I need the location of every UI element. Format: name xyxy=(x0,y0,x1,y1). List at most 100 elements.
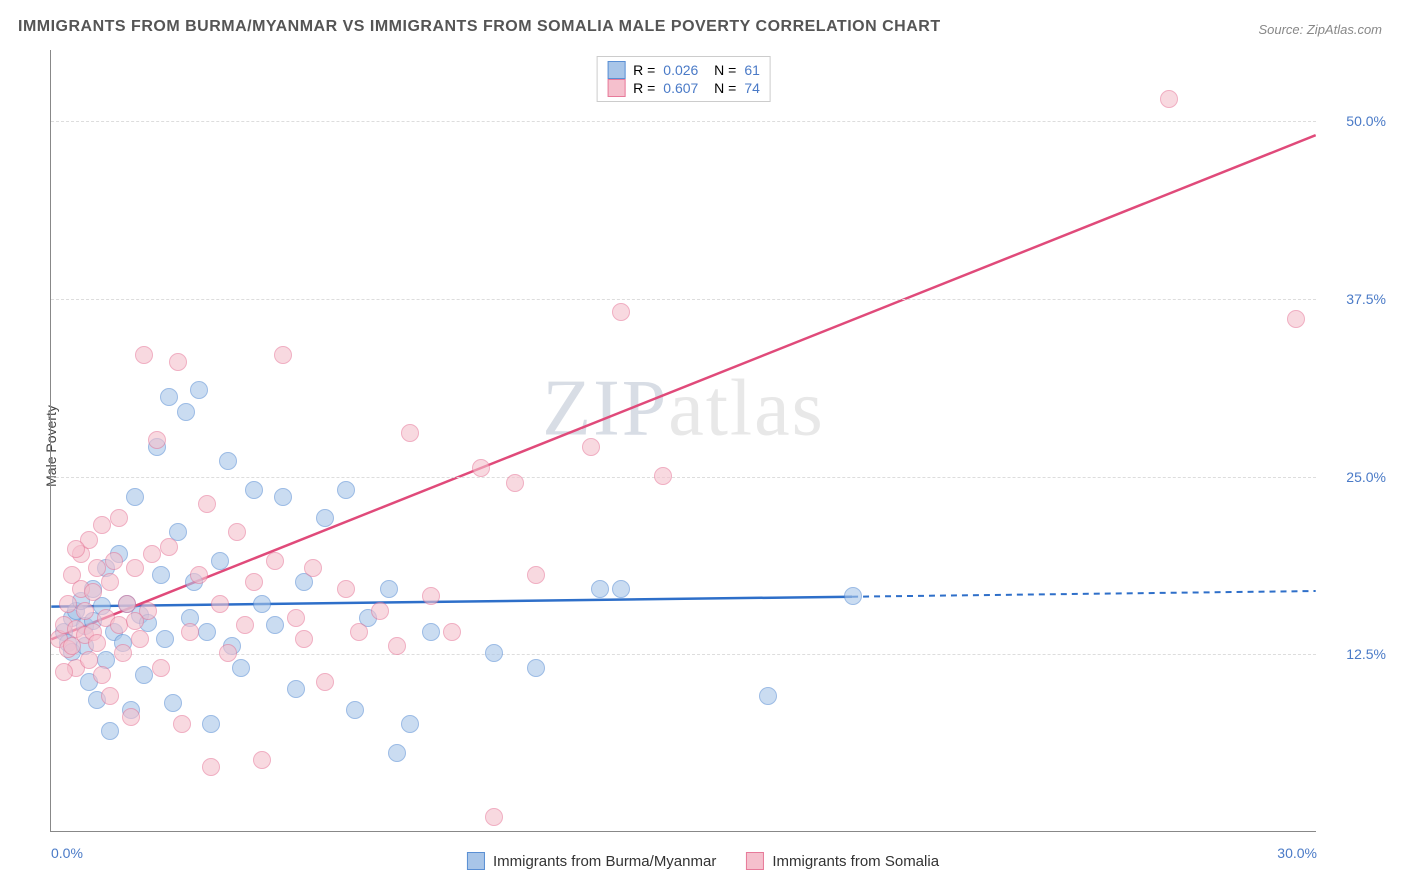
legend-stat-row: R = 0.607 N = 74 xyxy=(607,79,760,97)
data-point xyxy=(371,602,389,620)
y-tick-label: 37.5% xyxy=(1326,291,1386,307)
data-point xyxy=(350,623,368,641)
data-point xyxy=(422,623,440,641)
data-point xyxy=(160,388,178,406)
data-point xyxy=(1160,90,1178,108)
data-point xyxy=(173,715,191,733)
data-point xyxy=(236,616,254,634)
data-point xyxy=(211,552,229,570)
data-point xyxy=(101,573,119,591)
data-point xyxy=(67,540,85,558)
data-point xyxy=(612,303,630,321)
data-point xyxy=(211,595,229,613)
gridline xyxy=(51,121,1316,122)
data-point xyxy=(110,509,128,527)
data-point xyxy=(591,580,609,598)
y-tick-label: 25.0% xyxy=(1326,469,1386,485)
data-point xyxy=(506,474,524,492)
data-point xyxy=(93,516,111,534)
data-point xyxy=(169,353,187,371)
legend-series-item: Immigrants from Burma/Myanmar xyxy=(467,852,716,870)
data-point xyxy=(485,644,503,662)
data-point xyxy=(1287,310,1305,328)
data-point xyxy=(59,595,77,613)
data-point xyxy=(110,616,128,634)
data-point xyxy=(316,673,334,691)
legend-series: Immigrants from Burma/Myanmar Immigrants … xyxy=(467,852,939,870)
data-point xyxy=(101,687,119,705)
x-tick-label: 30.0% xyxy=(1277,845,1317,861)
data-point xyxy=(181,623,199,641)
data-point xyxy=(55,663,73,681)
data-point xyxy=(219,644,237,662)
data-point xyxy=(337,580,355,598)
data-point xyxy=(76,602,94,620)
data-point xyxy=(126,559,144,577)
data-point xyxy=(114,644,132,662)
data-point xyxy=(316,509,334,527)
n-value: 61 xyxy=(744,62,760,78)
n-value: 74 xyxy=(744,80,760,96)
legend-swatch xyxy=(607,79,625,97)
data-point xyxy=(118,595,136,613)
data-point xyxy=(527,566,545,584)
legend-stats: R = 0.026 N = 61R = 0.607 N = 74 xyxy=(596,56,771,102)
y-tick-label: 50.0% xyxy=(1326,113,1386,129)
data-point xyxy=(266,616,284,634)
data-point xyxy=(266,552,284,570)
legend-stat-row: R = 0.026 N = 61 xyxy=(607,61,760,79)
data-point xyxy=(295,630,313,648)
data-point xyxy=(527,659,545,677)
legend-swatch xyxy=(746,852,764,870)
data-point xyxy=(253,595,271,613)
data-point xyxy=(198,495,216,513)
x-tick-label: 0.0% xyxy=(51,845,83,861)
data-point xyxy=(401,424,419,442)
data-point xyxy=(582,438,600,456)
data-point xyxy=(228,523,246,541)
r-value: 0.026 xyxy=(663,62,698,78)
data-point xyxy=(337,481,355,499)
data-point xyxy=(177,403,195,421)
data-point xyxy=(219,452,237,470)
gridline xyxy=(51,299,1316,300)
plot-area: ZIPatlas R = 0.026 N = 61R = 0.607 N = 7… xyxy=(50,50,1316,832)
data-point xyxy=(401,715,419,733)
gridline xyxy=(51,477,1316,478)
data-point xyxy=(654,467,672,485)
data-point xyxy=(485,808,503,826)
data-point xyxy=(202,758,220,776)
data-point xyxy=(274,346,292,364)
data-point xyxy=(122,708,140,726)
data-point xyxy=(472,459,490,477)
legend-swatch xyxy=(607,61,625,79)
data-point xyxy=(232,659,250,677)
chart-title: IMMIGRANTS FROM BURMA/MYANMAR VS IMMIGRA… xyxy=(18,18,941,36)
data-point xyxy=(88,634,106,652)
data-point xyxy=(388,637,406,655)
data-point xyxy=(156,630,174,648)
r-value: 0.607 xyxy=(663,80,698,96)
data-point xyxy=(759,687,777,705)
data-point xyxy=(245,481,263,499)
data-point xyxy=(380,580,398,598)
data-point xyxy=(160,538,178,556)
data-point xyxy=(143,545,161,563)
data-point xyxy=(612,580,630,598)
legend-series-label: Immigrants from Somalia xyxy=(772,853,939,870)
source-label: Source: ZipAtlas.com xyxy=(1258,22,1382,37)
chart-container: IMMIGRANTS FROM BURMA/MYANMAR VS IMMIGRA… xyxy=(0,0,1406,892)
data-point xyxy=(93,666,111,684)
data-point xyxy=(304,559,322,577)
data-point xyxy=(274,488,292,506)
data-point xyxy=(287,609,305,627)
data-point xyxy=(202,715,220,733)
legend-swatch xyxy=(467,852,485,870)
data-point xyxy=(164,694,182,712)
data-point xyxy=(152,659,170,677)
legend-series-item: Immigrants from Somalia xyxy=(746,852,939,870)
data-point xyxy=(126,488,144,506)
data-point xyxy=(844,587,862,605)
data-point xyxy=(131,630,149,648)
data-point xyxy=(198,623,216,641)
